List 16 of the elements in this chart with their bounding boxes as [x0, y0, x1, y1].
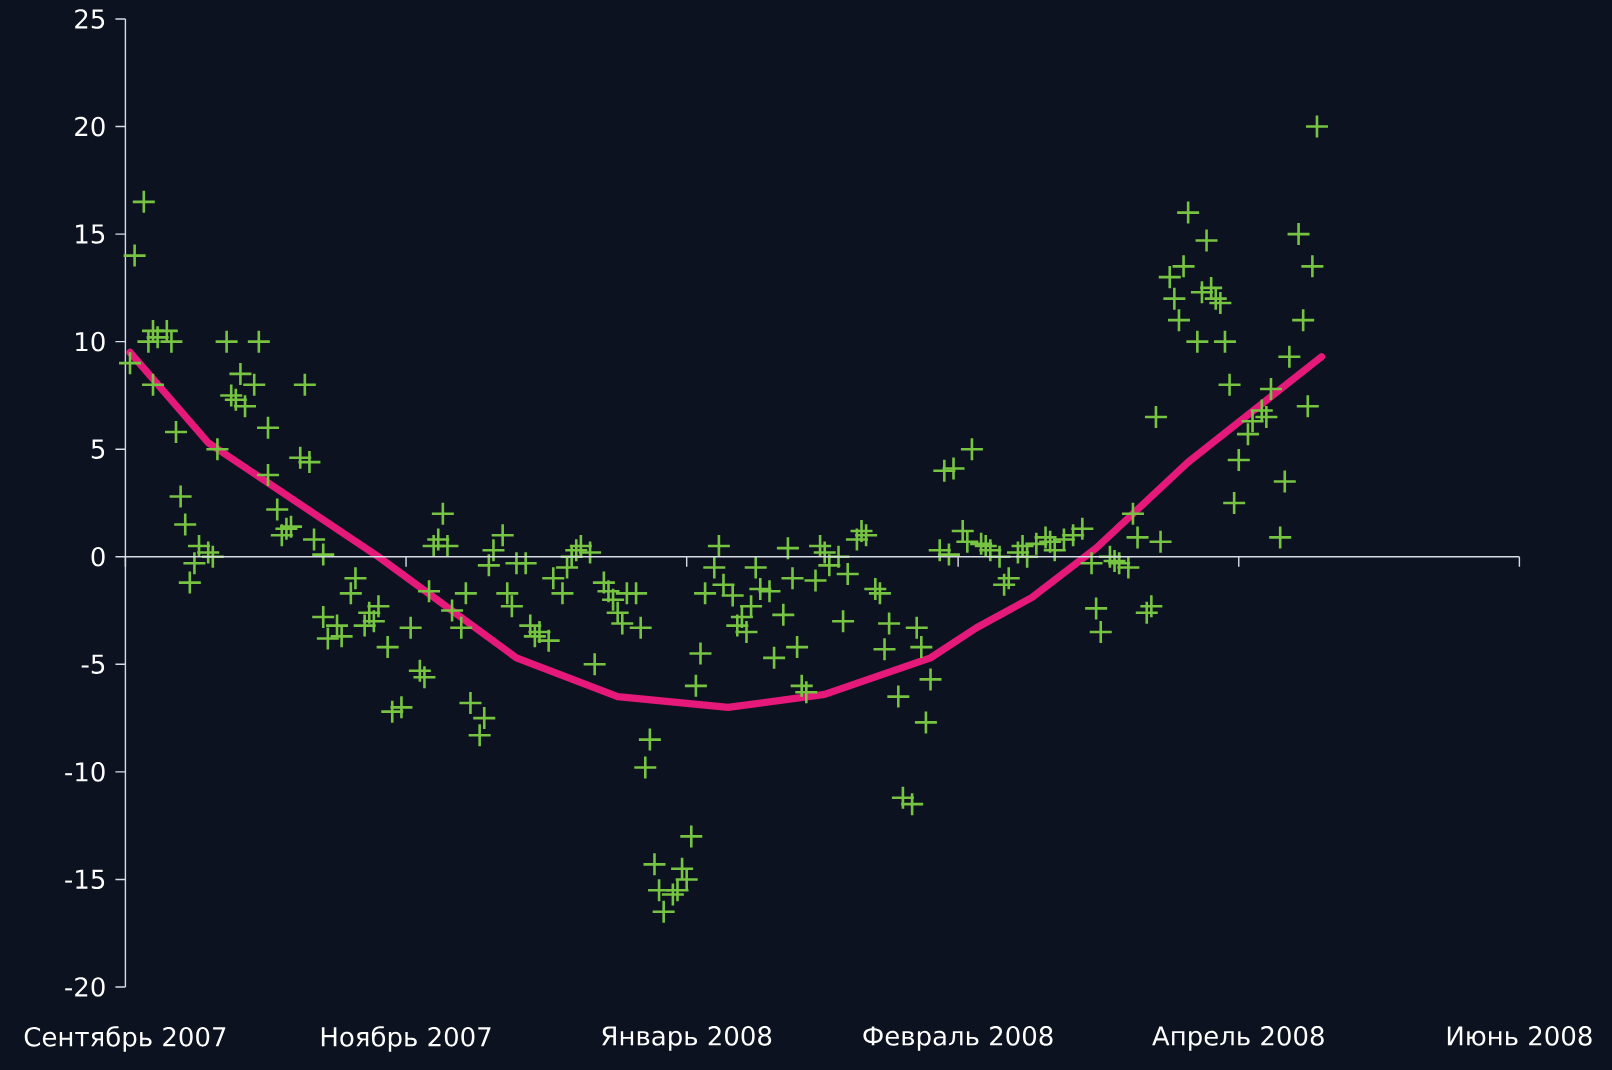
y-tick-label: -10 [65, 762, 105, 782]
x-tick-label: Ноябрь 2007 [321, 1026, 491, 1052]
x-tick-label: Январь 2008 [602, 1026, 772, 1051]
x-tick-label: Февраль 2008 [863, 1026, 1053, 1051]
y-tick-label: -20 [65, 977, 105, 997]
x-tick-label: Сентябрь 2007 [24, 1026, 226, 1052]
y-tick-label: 20 [75, 116, 105, 137]
x-tick-label: Апрель 2008 [1152, 1026, 1324, 1051]
y-tick-label: 15 [76, 224, 105, 244]
y-tick-label: 25 [75, 9, 105, 29]
y-tick-label: 5 [91, 439, 105, 459]
y-tick-label: 10 [76, 331, 105, 352]
y-tick-label: -15 [65, 869, 105, 890]
y-tick-label: -5 [81, 654, 105, 674]
y-tick-label: 0 [91, 546, 105, 567]
x-tick-label: Июнь 2008 [1447, 1026, 1592, 1046]
